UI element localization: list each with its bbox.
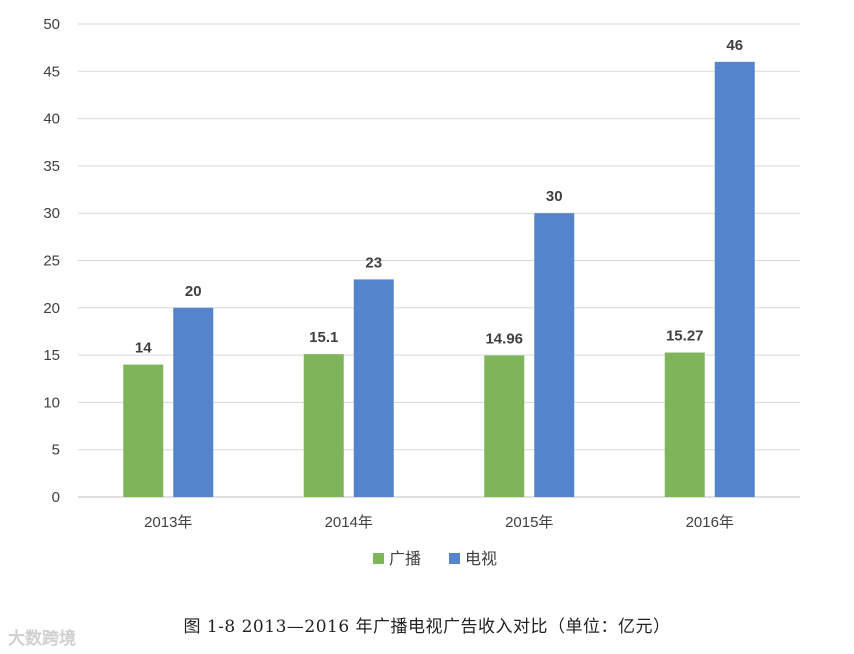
y-tick-label: 25 (43, 253, 60, 270)
data-label: 15.1 (309, 329, 338, 346)
data-label: 15.27 (666, 328, 704, 345)
x-axis-tick-labels: 2013年 2014年 2015年 2016年 (144, 514, 734, 531)
data-label: 14 (135, 340, 152, 357)
data-label: 20 (185, 283, 202, 300)
data-labels: 14 20 15.1 23 14.96 30 15.27 46 (135, 37, 743, 357)
bars (123, 61, 755, 498)
y-tick-label: 15 (43, 347, 60, 364)
bar-television (534, 213, 575, 497)
legend-label: 电视 (465, 550, 497, 568)
legend-swatch (449, 553, 460, 564)
data-label: 14.96 (485, 330, 523, 347)
x-tick-label: 2015年 (505, 514, 553, 531)
data-label: 30 (546, 188, 563, 205)
watermark-logo: 大数跨境 (8, 629, 76, 649)
x-tick-label: 2013年 (144, 514, 192, 531)
x-tick-label: 2016年 (686, 514, 734, 531)
legend-swatch (373, 553, 384, 564)
y-tick-label: 20 (43, 300, 60, 317)
bar-broadcast (484, 355, 525, 497)
legend: 广播 电视 (373, 550, 497, 568)
bar-television (714, 61, 755, 498)
bar-broadcast (303, 354, 344, 497)
bar-television (173, 307, 214, 497)
data-label: 23 (365, 254, 382, 271)
y-tick-label: 35 (43, 158, 60, 175)
y-tick-label: 45 (43, 63, 60, 80)
figure-caption: 图 1-8 2013—2016 年广播电视广告收入对比（单位：亿元） (183, 617, 671, 637)
bar-chart: 0 5 10 15 20 25 30 35 40 45 50 14 20 15.1 23 14.96 30 15… (43, 16, 800, 568)
y-tick-label: 30 (43, 205, 60, 222)
legend-label: 广播 (389, 550, 421, 568)
data-label: 46 (726, 37, 743, 54)
y-tick-label: 40 (43, 111, 60, 128)
y-tick-label: 50 (43, 16, 60, 33)
y-tick-label: 0 (52, 489, 60, 506)
bar-broadcast (123, 364, 164, 497)
bar-television (353, 279, 394, 497)
bar-broadcast (664, 352, 705, 497)
x-tick-label: 2014年 (325, 514, 373, 531)
y-axis-tick-labels: 0 5 10 15 20 25 30 35 40 45 50 (43, 16, 60, 506)
y-tick-label: 5 (52, 442, 60, 459)
y-tick-label: 10 (43, 394, 60, 411)
